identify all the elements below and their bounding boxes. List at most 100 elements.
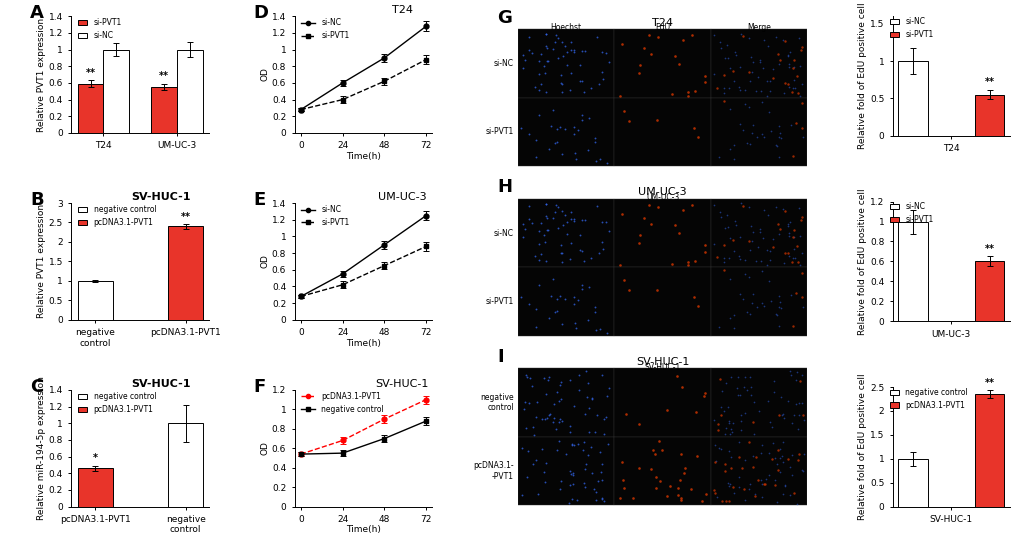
Point	[569, 440, 585, 449]
Point	[715, 71, 732, 79]
Point	[774, 205, 791, 214]
Point	[741, 437, 757, 446]
Point	[671, 59, 687, 68]
Point	[731, 255, 747, 264]
Point	[732, 410, 748, 419]
Point	[726, 141, 742, 149]
Point	[726, 155, 742, 163]
Point	[731, 453, 747, 462]
Point	[740, 237, 756, 245]
Point	[636, 44, 652, 53]
Point	[632, 61, 648, 70]
Point	[758, 92, 774, 100]
Point	[787, 119, 803, 128]
Point	[661, 481, 678, 490]
Point	[736, 456, 752, 465]
Point	[642, 465, 658, 474]
Point	[785, 321, 801, 330]
Point	[785, 245, 801, 254]
Text: G: G	[497, 9, 512, 26]
Point	[593, 238, 609, 246]
Point	[537, 390, 553, 399]
Point	[630, 419, 646, 428]
Legend: si-NC, si-PVT1: si-NC, si-PVT1	[299, 202, 353, 230]
Point	[761, 256, 777, 265]
Point	[566, 45, 582, 54]
Point	[568, 324, 584, 333]
Point	[790, 204, 806, 212]
Point	[775, 481, 792, 490]
Point	[594, 494, 610, 503]
Point	[710, 153, 727, 162]
Text: Hoechst: Hoechst	[550, 24, 581, 32]
Point	[791, 62, 807, 71]
Point	[546, 308, 562, 316]
Point	[558, 217, 575, 226]
Point	[583, 253, 599, 262]
Point	[769, 466, 786, 475]
Point	[536, 61, 552, 70]
Point	[549, 223, 566, 232]
Point	[515, 233, 531, 241]
Point	[514, 444, 530, 452]
Point	[723, 428, 740, 437]
Point	[732, 425, 748, 434]
Point	[592, 448, 608, 457]
Point	[663, 259, 680, 268]
Point	[545, 44, 561, 53]
Point	[546, 38, 562, 47]
Point	[520, 32, 536, 41]
Point	[562, 215, 579, 224]
Bar	[974, 95, 1004, 136]
Point	[741, 103, 757, 112]
Point	[526, 430, 542, 439]
Point	[553, 88, 570, 96]
Point	[527, 455, 543, 464]
Point	[553, 207, 570, 216]
Point	[597, 218, 613, 226]
Point	[520, 398, 536, 407]
Point	[771, 134, 788, 142]
Point	[679, 257, 695, 266]
Point	[553, 249, 570, 258]
Point	[770, 229, 787, 238]
Legend: negative control, pcDNA3.1-PVT1: negative control, pcDNA3.1-PVT1	[887, 385, 970, 413]
Point	[518, 370, 534, 379]
Point	[589, 477, 605, 486]
Point	[770, 291, 787, 300]
Point	[767, 140, 784, 149]
Point	[552, 71, 569, 80]
Point	[588, 411, 604, 419]
Point	[592, 324, 608, 333]
Point	[770, 445, 787, 454]
Point	[571, 246, 587, 254]
Point	[593, 494, 609, 503]
Point	[576, 483, 592, 492]
Point	[538, 413, 554, 422]
Point	[711, 375, 728, 384]
Point	[553, 150, 570, 158]
Point	[731, 391, 747, 399]
Point	[577, 460, 593, 468]
Point	[721, 452, 738, 461]
Point	[705, 239, 721, 248]
Point	[532, 50, 548, 58]
Point	[783, 371, 799, 379]
Point	[781, 232, 797, 241]
Point	[615, 276, 632, 285]
Point	[770, 322, 787, 331]
Bar	[710, 98, 806, 166]
Y-axis label: Relative fold of EdU positive cell: Relative fold of EdU positive cell	[857, 374, 866, 520]
Point	[556, 125, 573, 134]
Point	[781, 63, 797, 71]
Point	[726, 310, 742, 319]
Point	[744, 462, 760, 471]
Point	[745, 397, 761, 406]
Point	[760, 471, 776, 479]
Point	[740, 485, 756, 493]
Point	[566, 123, 582, 132]
Point	[788, 368, 804, 376]
Point	[720, 144, 737, 153]
Point	[790, 450, 806, 458]
Point	[773, 438, 790, 447]
